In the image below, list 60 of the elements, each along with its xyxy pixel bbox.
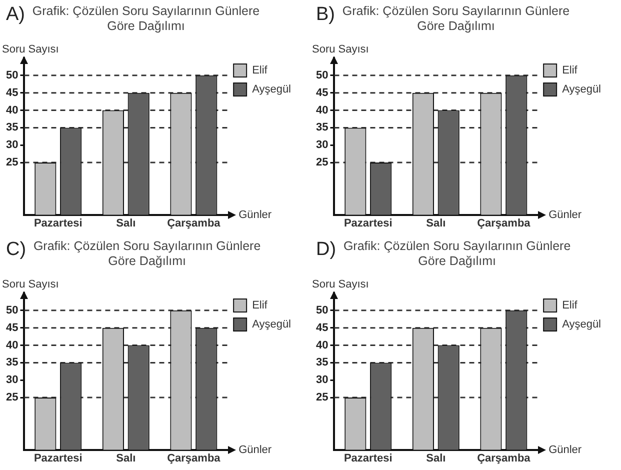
y-axis-title: Soru Sayısı <box>312 44 369 56</box>
x-tick-label: Salı <box>426 217 446 230</box>
x-tick-label: Çarşamba <box>477 452 532 464</box>
y-tick-label: 50 <box>316 69 328 82</box>
x-axis-title: Günler <box>238 444 272 456</box>
legend-label: Elif <box>252 64 268 77</box>
y-tick-label: 50 <box>6 304 18 316</box>
legend-label: Ayşegül <box>562 84 601 96</box>
x-tick-label: Pazartesi <box>344 217 392 230</box>
y-tick-label: 25 <box>6 156 18 169</box>
y-tick-label: 50 <box>6 69 18 82</box>
x-tick-label: Pazartesi <box>34 217 82 230</box>
y-tick-label: 45 <box>316 86 328 99</box>
chart-title: Grafik: Çözülen Soru Sayılarının Günlere Göre Dağılımı <box>342 239 572 269</box>
y-tick-label: 30 <box>6 374 18 386</box>
y-tick-label: 40 <box>6 339 18 352</box>
text: D) <box>316 239 336 261</box>
y-tick-label: 35 <box>316 122 328 134</box>
legend-label: Elif <box>252 300 268 312</box>
x-tick-label: Salı <box>426 452 446 464</box>
x-axis-title: Günler <box>238 208 272 221</box>
legend-label: Ayşegül <box>562 318 601 331</box>
x-tick-label: Pazartesi <box>344 452 392 464</box>
y-axis-title: Soru Sayısı <box>312 278 369 291</box>
x-tick-label: Çarşamba <box>477 217 532 230</box>
y-axis-title: Soru Sayısı <box>2 44 59 56</box>
x-axis-title: Günler <box>548 444 582 456</box>
y-tick-label: 35 <box>316 356 328 369</box>
chart-title: Grafik: Çözülen Soru Sayılarının Günlere Göre Dağılımı <box>31 4 261 34</box>
legend-label: Elif <box>562 300 578 312</box>
y-tick-label: 30 <box>316 139 328 152</box>
y-tick-label: 35 <box>6 122 18 134</box>
x-axis-title: Günler <box>548 208 582 221</box>
y-tick-label: 40 <box>316 104 328 116</box>
y-tick-label: 30 <box>316 374 328 386</box>
y-axis-title: Soru Sayısı <box>2 278 59 291</box>
x-tick-label: Pazartesi <box>34 452 82 464</box>
text: C) <box>6 239 26 261</box>
y-tick-label: 25 <box>6 392 18 404</box>
y-tick-label: 45 <box>6 322 18 334</box>
y-tick-label: 35 <box>6 356 18 369</box>
text: A) <box>6 4 25 26</box>
x-tick-label: Çarşamba <box>167 452 222 464</box>
legend-label: Ayşegül <box>252 318 291 331</box>
y-tick-label: 45 <box>316 322 328 334</box>
y-tick-label: 40 <box>316 339 328 352</box>
y-tick-label: 25 <box>316 392 328 404</box>
legend-label: Elif <box>562 64 578 77</box>
y-tick-label: 45 <box>6 86 18 99</box>
y-tick-label: 30 <box>6 139 18 152</box>
y-tick-label: 40 <box>6 104 18 116</box>
x-tick-label: Çarşamba <box>167 217 222 230</box>
y-tick-label: 25 <box>316 156 328 169</box>
x-tick-label: Salı <box>116 452 136 464</box>
x-tick-label: Salı <box>116 217 136 230</box>
chart-title: Grafik: Çözülen Soru Sayılarının Günlere Göre Dağılımı <box>341 4 571 34</box>
chart-title: Grafik: Çözülen Soru Sayılarının Günlere Göre Dağılımı <box>32 239 262 269</box>
legend-label: Ayşegül <box>252 84 291 96</box>
y-tick-label: 50 <box>316 304 328 316</box>
text: B) <box>316 4 335 26</box>
